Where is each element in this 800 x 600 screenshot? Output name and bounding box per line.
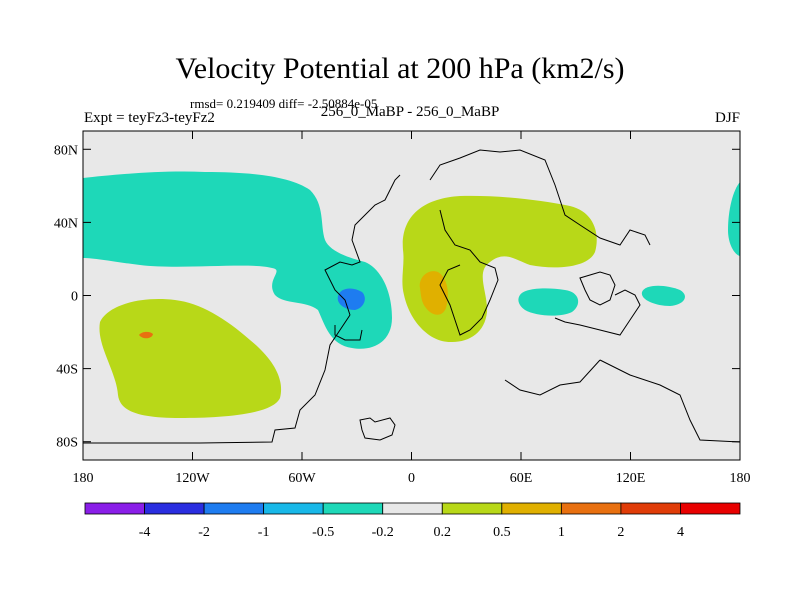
experiment-label: Expt = teyFz3-teyFz2 <box>84 110 215 126</box>
colorbar-label: 0.5 <box>493 525 511 540</box>
colorbar-swatch <box>560 502 622 515</box>
x-tick-label: 180 <box>730 471 751 486</box>
axes: 180 120W 60W 0 60E 120E 180 80N 40N 0 40S 80S <box>54 131 751 486</box>
coastline-asia-australia <box>504 271 641 396</box>
coastlines <box>83 149 740 444</box>
y-tick-label: 80N <box>54 143 78 158</box>
colorbar-swatch <box>322 502 384 515</box>
colorbar: -4 -2 -1 -0.5 -0.2 0.2 0.5 1 2 4 <box>84 502 741 540</box>
colorbar-label: 4 <box>677 525 684 540</box>
negative-core-atlantic <box>337 288 365 310</box>
colorbar-swatch <box>501 502 562 515</box>
season-label: DJF <box>714 110 740 126</box>
colorbar-label: 1 <box>558 525 565 540</box>
stats-text: rmsd= 0.219409 diff= -2.50884e-05 <box>190 96 378 111</box>
y-tick-label: 80S <box>56 436 78 451</box>
positive-region-africa-asia <box>402 195 597 343</box>
negative-region-east-edge <box>728 182 740 256</box>
x-tick-label: 120E <box>616 471 646 486</box>
coastline-antarctica <box>83 314 740 444</box>
x-tick-label: 60W <box>288 471 316 486</box>
x-tick-label: 120W <box>175 471 210 486</box>
colorbar-label: 0.2 <box>434 525 452 540</box>
colorbar-label: -2 <box>198 525 210 540</box>
negative-region-pacific <box>83 171 392 349</box>
colorbar-label: -4 <box>139 525 151 540</box>
coastline-islands <box>359 417 396 441</box>
colorbar-swatch <box>382 502 443 515</box>
x-tick-label: 180 <box>73 471 94 486</box>
chart-title: Velocity Potential at 200 hPa (km2/s) <box>175 52 625 85</box>
colorbar-swatch <box>84 502 145 515</box>
positive-core-south-pacific <box>139 331 153 339</box>
colorbar-swatch <box>263 502 324 515</box>
colorbar-swatch <box>441 502 503 515</box>
contour-fills <box>83 171 740 418</box>
colorbar-swatch <box>620 502 681 515</box>
x-tick-label: 0 <box>408 471 415 486</box>
colorbar-label: 2 <box>617 525 624 540</box>
negative-region-west-pacific <box>641 285 685 306</box>
x-tick-label: 60E <box>510 471 533 486</box>
coastline-americas <box>324 174 401 341</box>
colorbar-label: -0.5 <box>312 525 334 540</box>
colorbar-swatch <box>203 502 265 515</box>
colorbar-swatch <box>144 502 205 515</box>
colorbar-label: -1 <box>258 525 270 540</box>
case-label: 256_0_MaBP - 256_0_MaBP <box>320 104 500 120</box>
positive-core-africa <box>419 271 448 315</box>
coastline-africa <box>429 149 651 336</box>
y-tick-label: 40S <box>56 363 78 378</box>
colorbar-label: -0.2 <box>372 525 394 540</box>
negative-region-indian-ocean <box>518 288 579 316</box>
y-tick-label: 0 <box>71 290 78 305</box>
positive-region-south-pacific <box>99 299 282 418</box>
colorbar-swatch <box>680 502 741 515</box>
y-tick-label: 40N <box>54 216 78 231</box>
